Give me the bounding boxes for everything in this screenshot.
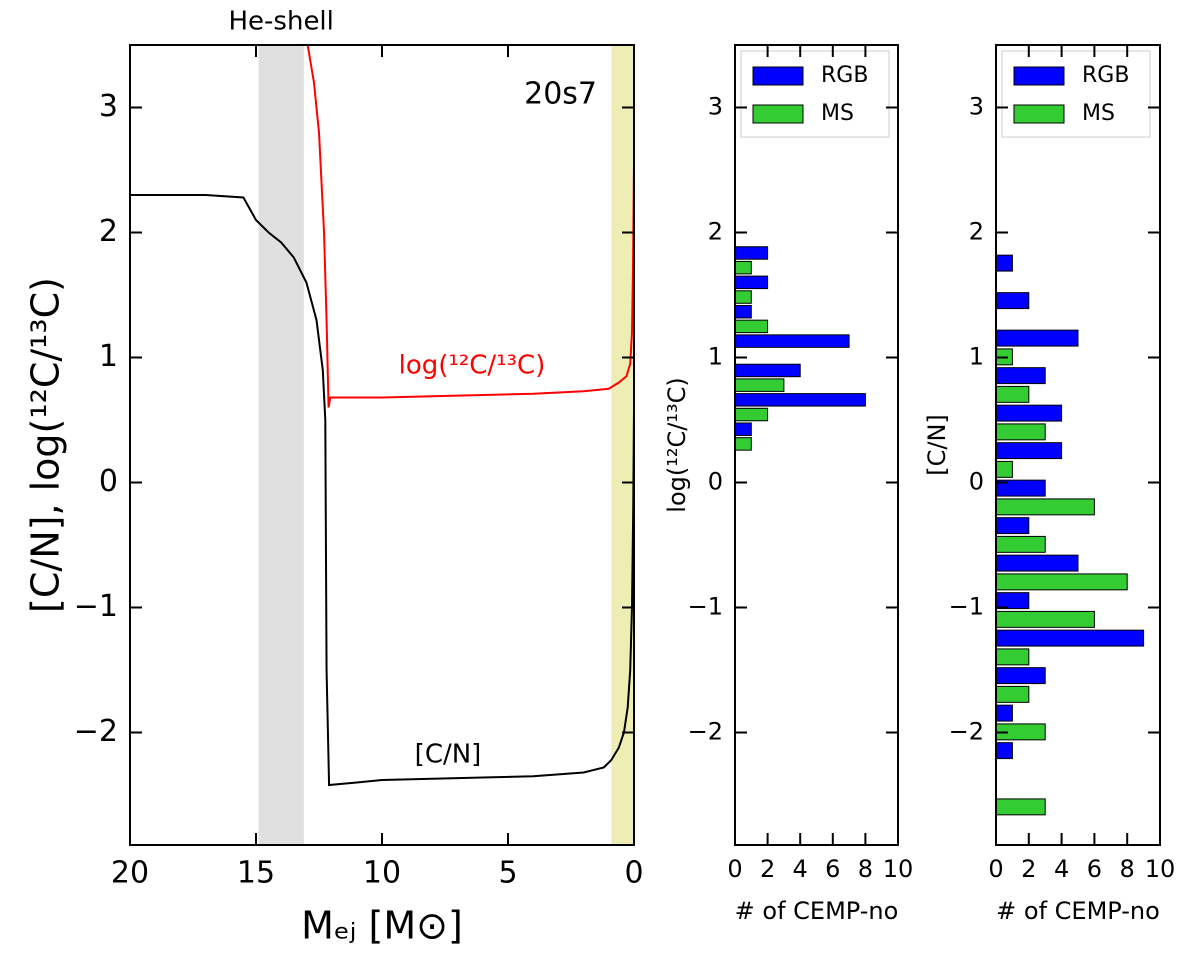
bar bbox=[995, 592, 1030, 610]
bar bbox=[995, 442, 1063, 460]
y-tick-label: −1 bbox=[688, 593, 723, 621]
legend-label: MS bbox=[821, 101, 854, 126]
y-tick-label: −2 bbox=[74, 714, 118, 749]
bar bbox=[734, 275, 769, 290]
data-line bbox=[130, 194, 634, 787]
y-tick-label: 3 bbox=[969, 93, 984, 121]
bar bbox=[734, 319, 769, 334]
plot-frame bbox=[734, 44, 899, 846]
shaded-region bbox=[258, 45, 304, 845]
plot-area bbox=[130, 45, 634, 787]
y-tick-label: −1 bbox=[74, 589, 118, 624]
bar bbox=[734, 246, 769, 260]
plot-frame bbox=[995, 44, 1161, 846]
y-tick-label: 1 bbox=[969, 343, 984, 371]
bar bbox=[995, 292, 1030, 310]
bar bbox=[734, 422, 752, 436]
y-tick-label: 3 bbox=[708, 93, 723, 121]
bar bbox=[734, 407, 769, 422]
bar bbox=[995, 629, 1145, 647]
bar bbox=[995, 610, 1095, 628]
y-tick-label: −2 bbox=[688, 718, 723, 746]
x-tick-label: 0 bbox=[727, 855, 742, 883]
bar bbox=[734, 393, 866, 407]
x-axis-label: # of CEMP-no bbox=[735, 897, 899, 925]
x-tick-label: 10 bbox=[1145, 855, 1176, 883]
legend-label: RGB bbox=[1082, 63, 1129, 88]
y-tick-label: 1 bbox=[99, 339, 118, 374]
bar bbox=[734, 290, 752, 304]
data-line bbox=[306, 45, 634, 408]
bar bbox=[995, 648, 1030, 666]
x-tick-label: 15 bbox=[237, 856, 275, 891]
x-tick-label: 6 bbox=[1087, 855, 1102, 883]
x-tick-label: 10 bbox=[883, 855, 914, 883]
legend-swatch bbox=[1013, 66, 1065, 86]
bar bbox=[734, 437, 752, 451]
series-label: log(¹²C/¹³C) bbox=[399, 351, 546, 381]
x-tick-label: 10 bbox=[363, 856, 401, 891]
x-tick-label: 8 bbox=[858, 855, 873, 883]
legend-label: RGB bbox=[821, 63, 868, 88]
bar bbox=[995, 517, 1030, 535]
x-tick-label: 20 bbox=[111, 856, 149, 891]
bar bbox=[995, 367, 1046, 385]
bar bbox=[995, 704, 1013, 722]
x-tick-label: 8 bbox=[1120, 855, 1135, 883]
shaded-region bbox=[611, 45, 634, 845]
bar bbox=[734, 304, 752, 319]
bar bbox=[995, 798, 1046, 816]
bar bbox=[995, 460, 1013, 478]
bar bbox=[995, 385, 1030, 403]
bar bbox=[734, 334, 850, 348]
legend-swatch bbox=[752, 66, 804, 86]
bar bbox=[734, 378, 785, 392]
region-label: He-shell bbox=[228, 7, 333, 37]
bar bbox=[995, 404, 1063, 422]
bar bbox=[995, 554, 1079, 572]
legend-swatch bbox=[752, 104, 804, 124]
series-label: [C/N] bbox=[415, 740, 482, 770]
x-axis-label: Mₑⱼ [M⊙] bbox=[301, 904, 463, 948]
bar bbox=[995, 685, 1030, 703]
y-axis-label: [C/N], log(¹²C/¹³C) bbox=[24, 277, 68, 613]
x-tick-label: 4 bbox=[1054, 855, 1069, 883]
x-tick-label: 2 bbox=[1021, 855, 1036, 883]
bar bbox=[995, 254, 1013, 272]
plot-frame bbox=[129, 44, 635, 846]
y-tick-label: 2 bbox=[969, 218, 984, 246]
bar bbox=[995, 329, 1079, 347]
x-tick-label: 2 bbox=[760, 855, 775, 883]
x-tick-label: 5 bbox=[498, 856, 517, 891]
y-tick-label: 0 bbox=[99, 464, 118, 499]
y-tick-label: 2 bbox=[99, 214, 118, 249]
x-tick-label: 0 bbox=[988, 855, 1003, 883]
x-tick-label: 0 bbox=[624, 856, 643, 891]
x-tick-label: 4 bbox=[793, 855, 808, 883]
y-tick-label: −1 bbox=[949, 593, 984, 621]
annotation: 20s7 bbox=[524, 77, 597, 112]
x-tick-label: 6 bbox=[825, 855, 840, 883]
bar bbox=[995, 498, 1095, 516]
bar bbox=[995, 573, 1128, 591]
y-tick-label: 1 bbox=[708, 343, 723, 371]
y-tick-label: −2 bbox=[949, 718, 984, 746]
bar bbox=[995, 742, 1013, 760]
bar bbox=[734, 260, 752, 275]
bar bbox=[734, 363, 801, 378]
y-tick-label: 0 bbox=[969, 468, 984, 496]
bar bbox=[995, 667, 1046, 685]
x-axis-label: # of CEMP-no bbox=[996, 897, 1160, 925]
y-tick-label: 0 bbox=[708, 468, 723, 496]
y-axis-label: [C/N] bbox=[923, 414, 951, 476]
bar bbox=[995, 423, 1046, 441]
y-axis-label: log(¹²C/¹³C) bbox=[663, 377, 691, 512]
bar bbox=[995, 535, 1046, 553]
legend-label: MS bbox=[1082, 101, 1115, 126]
y-tick-label: 3 bbox=[99, 89, 118, 124]
y-tick-label: 2 bbox=[708, 218, 723, 246]
legend-swatch bbox=[1013, 104, 1065, 124]
